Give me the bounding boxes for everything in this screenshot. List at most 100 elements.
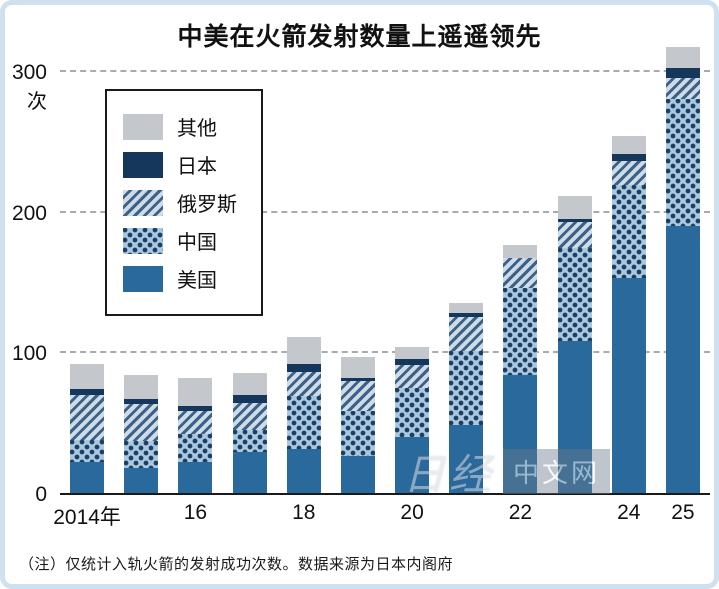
segment-cn-2014 <box>70 439 105 463</box>
footnote: （注）仅统计入轨火箭的发射成功次数。数据来源为日本内阁府 <box>19 556 454 573</box>
segment-ru-2020 <box>395 365 430 388</box>
legend-item-us: 美国 <box>123 264 237 293</box>
segment-jp-2021 <box>449 312 484 318</box>
legend-swatch-china-icon <box>123 227 163 254</box>
segment-us-2025 <box>665 225 700 493</box>
segment-cn-2017 <box>232 429 267 453</box>
segment-cn-2020 <box>395 387 430 437</box>
gridline-200 <box>60 210 710 213</box>
segment-ru-2019 <box>340 380 375 412</box>
segment-ru-2014 <box>70 394 105 440</box>
x-tick-label-18: 18 <box>292 501 316 524</box>
segment-cn-2025 <box>665 99 700 226</box>
stacked-bar-2024 <box>611 135 646 493</box>
segment-jp-2018 <box>286 363 321 373</box>
segment-us-2020 <box>395 436 430 493</box>
segment-cn-2024 <box>611 184 646 278</box>
segment-ru-2016 <box>178 411 213 434</box>
legend: 其他 日本 俄罗斯 中国 美国 <box>105 89 263 316</box>
bar-2019 <box>331 51 385 493</box>
bar-2020 <box>385 51 439 493</box>
stacked-bar-2019 <box>340 356 375 493</box>
segment-other-2017 <box>232 373 267 395</box>
segment-us-2021 <box>449 425 484 493</box>
segment-cn-2023 <box>557 248 592 342</box>
y-tick-label-100: 100 <box>11 342 47 366</box>
segment-other-2020 <box>395 346 430 360</box>
x-tick-label-16: 16 <box>183 501 208 524</box>
segment-ru-2017 <box>232 403 267 430</box>
segment-us-2014 <box>70 462 105 493</box>
legend-item-russia: 俄罗斯 <box>123 188 237 217</box>
segment-cn-2022 <box>503 287 538 375</box>
segment-other-2015 <box>124 374 159 399</box>
x-tick-label-24: 24 <box>617 501 641 524</box>
stacked-bar-2023 <box>557 196 592 493</box>
segment-jp-2015 <box>124 398 159 405</box>
bar-2017 <box>223 51 277 493</box>
legend-item-china: 中国 <box>123 226 237 255</box>
segment-other-2021 <box>449 303 484 313</box>
segment-cn-2018 <box>286 395 321 450</box>
segment-cn-2019 <box>340 411 375 457</box>
legend-swatch-russia-icon <box>123 189 163 216</box>
segment-jp-2016 <box>178 405 213 412</box>
stacked-bar-2020 <box>395 346 430 493</box>
segment-us-2016 <box>178 462 213 493</box>
stacked-bar-2021 <box>449 303 484 493</box>
segment-ru-2025 <box>665 78 700 100</box>
segment-jp-2014 <box>70 388 105 395</box>
segment-ru-2022 <box>503 258 538 288</box>
segment-ru-2024 <box>611 161 646 185</box>
bar-2025 <box>656 47 710 493</box>
stacked-bar-2014 <box>70 363 105 493</box>
segment-other-2025 <box>665 47 700 69</box>
segment-ru-2023 <box>557 221 592 249</box>
segment-other-2022 <box>503 245 538 259</box>
legend-label-us: 美国 <box>177 270 217 292</box>
segment-jp-2024 <box>611 154 646 162</box>
gridline-100 <box>60 351 710 354</box>
segment-other-2019 <box>340 356 375 378</box>
legend-label-other: 其他 <box>177 118 217 140</box>
segment-us-2017 <box>232 452 267 493</box>
y-tick-label-200: 200 <box>11 201 47 225</box>
segment-jp-2020 <box>395 359 430 366</box>
stacked-bar-2018 <box>286 336 321 493</box>
segment-other-2018 <box>286 336 321 364</box>
segment-jp-2017 <box>232 394 267 403</box>
bar-2016 <box>168 51 222 493</box>
stacked-bar-2016 <box>178 377 213 493</box>
segment-cn-2021 <box>449 350 484 426</box>
bar-2021 <box>439 51 493 493</box>
x-tick-label-2014年: 2014年 <box>53 506 121 529</box>
stacked-bar-2017 <box>232 373 267 493</box>
segment-jp-2019 <box>340 377 375 381</box>
segment-ru-2018 <box>286 372 321 396</box>
bars-container <box>60 47 710 493</box>
segment-ru-2015 <box>124 404 159 441</box>
legend-label-china: 中国 <box>177 232 217 254</box>
bar-2024 <box>602 51 656 493</box>
segment-other-2024 <box>611 135 646 155</box>
x-tick-label-22: 22 <box>508 501 533 524</box>
segment-jp-2023 <box>557 218 592 222</box>
legend-swatch-us-icon <box>123 265 163 292</box>
y-axis-unit-label: 次 <box>27 91 47 113</box>
x-tick-label-20: 20 <box>400 501 424 524</box>
segment-us-2015 <box>124 467 159 493</box>
segment-other-2016 <box>178 377 213 406</box>
segment-cn-2016 <box>178 433 213 463</box>
legend-swatch-japan-icon <box>123 151 163 178</box>
bar-2022 <box>493 51 547 493</box>
legend-swatch-other-icon <box>123 113 163 140</box>
legend-label-russia: 俄罗斯 <box>177 194 237 216</box>
y-tick-label-0: 0 <box>35 483 47 506</box>
x-tick-label-25: 25 <box>671 501 695 524</box>
segment-jp-2025 <box>665 68 700 79</box>
stacked-bar-2025 <box>665 47 700 493</box>
segment-us-2023 <box>557 341 592 493</box>
y-tick-label-300: 300 <box>11 61 47 84</box>
bar-2018 <box>277 51 331 493</box>
